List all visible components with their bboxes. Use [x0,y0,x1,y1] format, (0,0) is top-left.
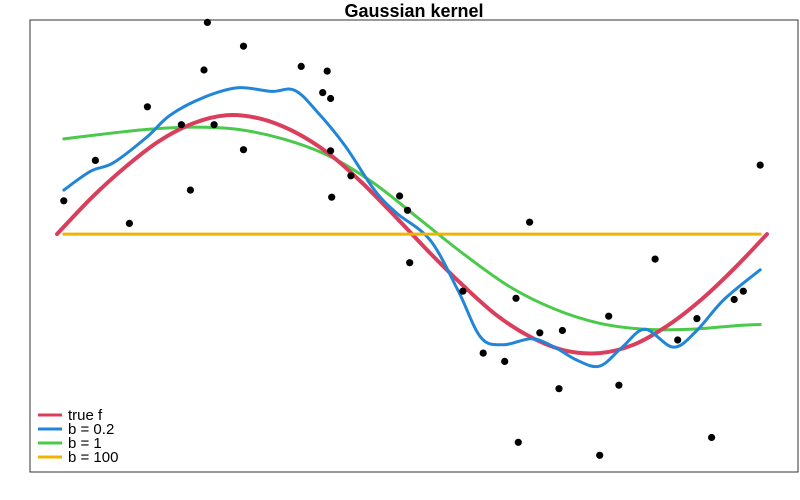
data-point [555,385,563,393]
data-point [210,121,218,129]
legend: true f b = 0.2 b = 1 b = 100 [38,407,118,466]
data-point [239,146,248,154]
series-layer [55,86,769,369]
legend-label: b = 0.2 [68,421,114,438]
data-point [319,89,327,97]
legend-entry-true-f: true f [38,407,103,424]
data-point [125,219,133,227]
data-point [91,156,99,164]
data-point [347,172,355,180]
legend-label: b = 1 [68,435,102,452]
data-point [60,197,68,205]
data-point [459,287,467,295]
data-point [558,326,567,335]
data-point [501,357,509,365]
data-point [693,315,701,323]
points-layer [60,18,764,459]
legend-label: b = 100 [68,449,118,466]
data-point [323,67,331,75]
legend-entry-b-0-2: b = 0.2 [38,421,114,438]
data-point [756,161,764,169]
data-point [512,294,520,302]
data-point [177,121,185,129]
chart-title: Gaussian kernel [344,1,483,21]
data-point [479,349,487,357]
data-point [327,147,335,155]
data-point [596,451,604,459]
data-point [605,312,613,320]
data-point [514,438,522,446]
data-point [526,218,534,226]
data-point [143,103,151,111]
data-point [651,255,659,263]
data-point [327,94,335,103]
data-point [328,193,336,201]
data-point [200,66,208,74]
data-point [536,329,544,337]
data-point [239,42,248,50]
data-point [615,381,623,389]
series-line-2 [62,125,762,332]
data-point [396,192,404,200]
data-point [674,336,682,344]
legend-entry-b-100: b = 100 [38,449,118,466]
data-point [203,18,211,26]
data-point [708,433,716,442]
plot-frame [29,19,799,473]
legend-label: true f [68,407,103,424]
data-point [186,186,194,194]
data-point [730,295,738,304]
data-point [297,62,305,70]
data-point [739,287,747,295]
data-point [403,206,412,214]
series-line-1 [62,86,762,369]
legend-entry-b-1: b = 1 [38,435,102,452]
data-point [406,259,414,267]
